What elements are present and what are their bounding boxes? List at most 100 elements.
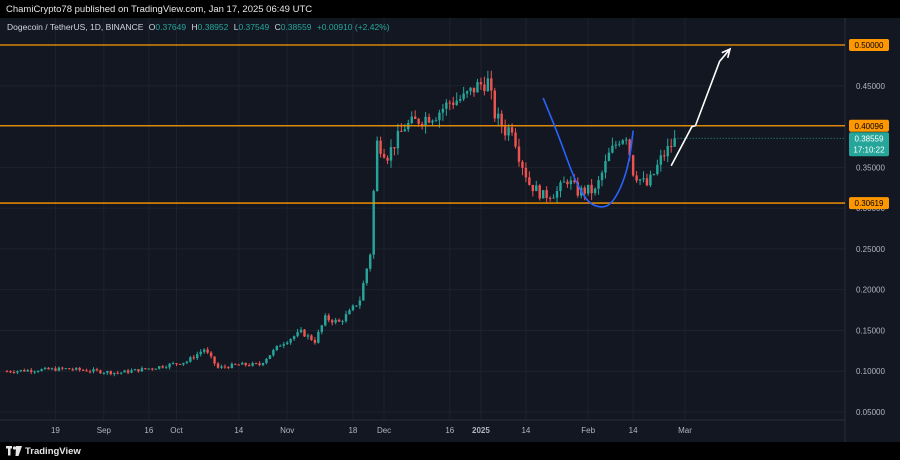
candle-body: [30, 370, 33, 372]
candle-body: [189, 357, 192, 362]
symbol-name: Dogecoin / TetherUS, 1D, BINANCE: [7, 22, 144, 32]
candle-body: [611, 145, 614, 153]
candle-body: [604, 161, 607, 173]
candle-body: [292, 336, 296, 339]
x-tick-label: 16: [445, 426, 454, 435]
chart-area[interactable]: 0.450000.350000.300000.250000.200000.150…: [0, 18, 900, 442]
candle-body: [306, 335, 310, 337]
low-value: 0.37549: [238, 22, 270, 32]
candle-body: [327, 315, 330, 321]
price-chart[interactable]: 0.450000.350000.300000.250000.200000.150…: [0, 18, 900, 442]
cup-pattern-curve[interactable]: [542, 97, 634, 208]
y-tick-label: 0.20000: [856, 286, 885, 295]
candle-body: [510, 127, 514, 133]
candle-body: [469, 87, 472, 92]
candle-body: [227, 367, 230, 369]
candle-body: [375, 140, 379, 191]
candle-body: [535, 185, 538, 192]
candle-body: [569, 180, 573, 185]
candle-body: [427, 116, 431, 123]
candle-body: [196, 354, 199, 359]
candle-body: [296, 332, 299, 337]
candle-body: [656, 164, 659, 175]
candle-body: [628, 139, 631, 156]
projection-path[interactable]: [670, 48, 731, 167]
candle-body: [614, 144, 618, 146]
candle-body: [420, 123, 424, 126]
candle-body: [538, 185, 541, 199]
candle-body: [123, 370, 126, 373]
candle-body: [576, 182, 580, 196]
candle-body: [386, 157, 389, 161]
candle-body: [355, 305, 358, 307]
candle-body: [500, 113, 503, 127]
candle-body: [438, 112, 441, 121]
candle-body: [61, 367, 64, 369]
candle-body: [507, 127, 510, 136]
candle-body: [531, 184, 535, 192]
candle-body: [663, 155, 666, 157]
high-label: H: [191, 22, 198, 32]
y-tick-label: 0.45000: [856, 82, 885, 91]
candle-body: [303, 329, 306, 337]
candle-body: [199, 351, 202, 355]
candle-body: [452, 102, 455, 105]
candle-body: [99, 370, 102, 374]
candle-body: [545, 190, 548, 199]
horizontal-levels[interactable]: 0.50000 0.40096 0.30619: [0, 39, 889, 210]
candle-body: [206, 349, 209, 353]
open-label: O: [148, 22, 156, 32]
close-value: 0.38559: [280, 22, 312, 32]
candle-body: [140, 368, 144, 372]
candle-body: [68, 368, 71, 370]
candle-body: [413, 116, 417, 119]
candle-body: [126, 370, 130, 373]
candle-body: [133, 369, 137, 371]
candle-body: [254, 363, 258, 365]
tradingview-logo-text: TradingView: [25, 445, 81, 457]
candle-body: [351, 305, 355, 311]
candle-body: [19, 370, 23, 372]
candle-body: [372, 190, 375, 255]
candle-body: [638, 179, 642, 181]
tradingview-logo[interactable]: TradingView: [0, 446, 81, 457]
candle-body: [486, 78, 490, 92]
candle-body: [16, 371, 19, 373]
candle-body: [362, 283, 365, 301]
candle-body: [282, 344, 285, 346]
candle-body: [164, 367, 168, 369]
candle-body: [652, 174, 656, 176]
level-label-box-2: [849, 197, 889, 210]
candle-body: [244, 362, 247, 366]
candle-body: [410, 116, 413, 123]
candle-body: [559, 182, 562, 192]
candle-body: [261, 363, 265, 366]
candle-body: [88, 371, 92, 373]
candles[interactable]: [5, 70, 676, 377]
candle-body: [182, 362, 185, 365]
candle-body: [673, 138, 676, 147]
candle-body: [247, 365, 251, 367]
candle-body: [344, 314, 348, 322]
x-tick-label: 19: [51, 426, 60, 435]
candle-body: [144, 368, 147, 370]
close-label: C: [274, 22, 281, 32]
candle-body: [642, 178, 645, 180]
candle-body: [631, 155, 635, 176]
candle-body: [209, 352, 213, 357]
candle-body: [275, 345, 279, 350]
candle-body: [272, 350, 275, 356]
candle-body: [403, 129, 407, 132]
time-axis[interactable]: 19 Sep 16 Oct 14 Nov 18 Dec 16 2025 14 Feb 14 Mar: [51, 426, 692, 435]
candle-body: [417, 118, 420, 124]
candle-body: [47, 367, 50, 370]
header-bar: ChamiCrypto78 published on TradingView.c…: [0, 0, 900, 18]
candle-body: [514, 132, 517, 147]
candle-body: [337, 319, 341, 322]
candle-body: [310, 335, 313, 340]
candle-body: [590, 184, 593, 194]
candle-body: [71, 369, 74, 371]
candle-body: [258, 363, 261, 366]
candle-body: [666, 145, 669, 157]
